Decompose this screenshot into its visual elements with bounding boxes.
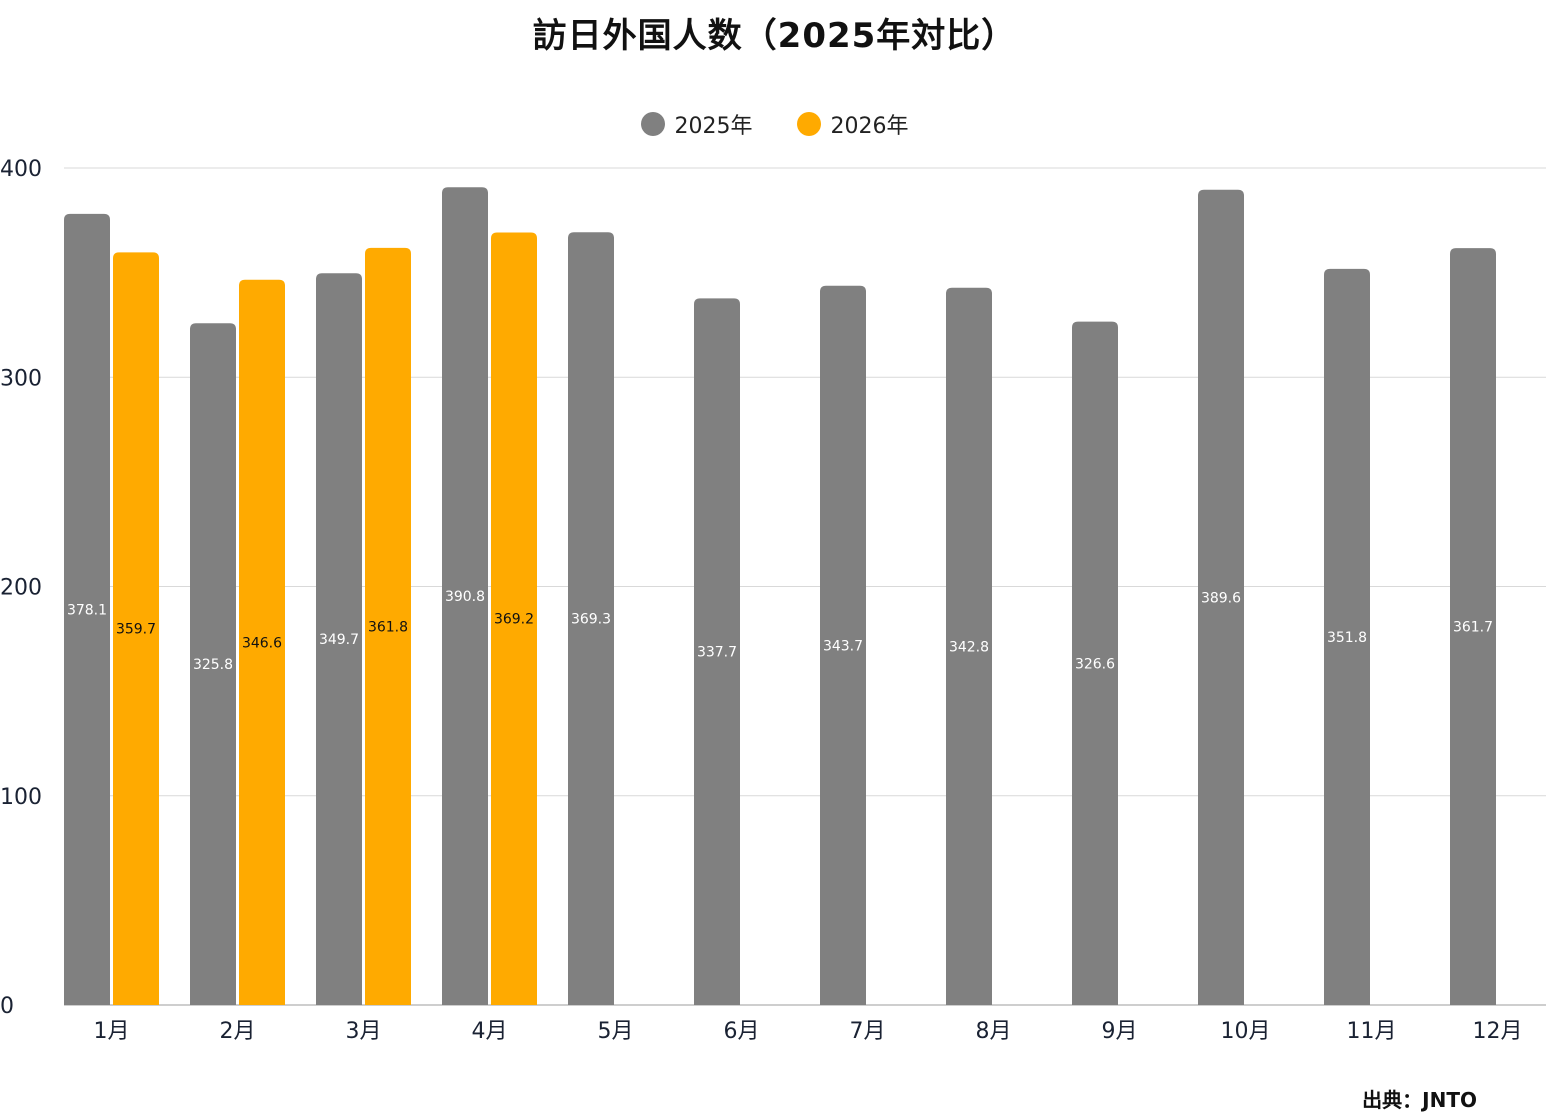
y-tick-label: 200 bbox=[0, 576, 42, 601]
data-label: 359.7 bbox=[116, 622, 156, 638]
x-tick-label: 3月 bbox=[346, 1019, 382, 1044]
data-label: 369.3 bbox=[571, 612, 611, 628]
y-tick-label: 100 bbox=[0, 785, 42, 810]
bar bbox=[316, 273, 362, 1005]
bar bbox=[820, 285, 866, 1005]
x-tick-label: 4月 bbox=[472, 1019, 508, 1044]
data-label: 326.6 bbox=[1075, 656, 1115, 672]
x-tick-label: 8月 bbox=[976, 1019, 1012, 1044]
legend-item-2026: 2026年 bbox=[796, 108, 909, 140]
data-label: 369.2 bbox=[494, 612, 534, 628]
bar bbox=[568, 232, 614, 1005]
x-tick-label: 9月 bbox=[1102, 1019, 1138, 1044]
x-tick-label: 7月 bbox=[850, 1019, 886, 1044]
bar bbox=[64, 213, 110, 1005]
bar bbox=[1072, 321, 1118, 1006]
data-label: 390.8 bbox=[445, 589, 485, 605]
y-tick-label: 400 bbox=[0, 157, 42, 182]
bar bbox=[491, 232, 537, 1006]
bar bbox=[239, 279, 285, 1005]
bar bbox=[442, 187, 488, 1006]
bar bbox=[1324, 268, 1370, 1005]
source-note: 出典：JNTO bbox=[1362, 1088, 1477, 1112]
legend-swatch-2025 bbox=[640, 112, 665, 136]
bar bbox=[1450, 248, 1496, 1005]
data-label: 346.6 bbox=[242, 635, 282, 651]
data-label: 349.7 bbox=[319, 632, 359, 648]
x-tick-label: 2月 bbox=[220, 1019, 256, 1044]
x-tick-label: 11月 bbox=[1347, 1019, 1397, 1044]
data-label: 389.6 bbox=[1201, 590, 1241, 606]
data-label: 351.8 bbox=[1327, 630, 1367, 646]
x-tick-label: 1月 bbox=[94, 1019, 130, 1044]
legend-label-2025: 2025年 bbox=[674, 114, 753, 139]
data-label: 343.7 bbox=[823, 638, 863, 654]
legend: 2025年 2026年 bbox=[0, 108, 1549, 140]
bar bbox=[694, 298, 740, 1005]
data-label: 325.8 bbox=[193, 657, 233, 673]
data-label: 342.8 bbox=[949, 639, 989, 655]
bar bbox=[190, 323, 236, 1005]
data-label: 337.7 bbox=[697, 645, 737, 661]
data-label: 361.7 bbox=[1453, 620, 1493, 636]
bar bbox=[946, 287, 992, 1005]
legend-swatch-2026 bbox=[796, 112, 821, 136]
chart-title: 訪日外国人数（2025年対比） bbox=[532, 16, 1017, 56]
x-tick-label: 10月 bbox=[1221, 1019, 1271, 1044]
bar bbox=[113, 252, 159, 1005]
y-tick-label: 300 bbox=[0, 366, 42, 391]
bar bbox=[1198, 189, 1244, 1006]
legend-item-2025: 2025年 bbox=[640, 108, 753, 140]
bar bbox=[365, 247, 411, 1006]
data-label: 361.8 bbox=[368, 619, 408, 635]
x-tick-label: 6月 bbox=[724, 1019, 760, 1044]
x-tick-label: 12月 bbox=[1473, 1019, 1523, 1044]
data-label: 378.1 bbox=[67, 602, 107, 618]
x-tick-label: 5月 bbox=[598, 1019, 634, 1044]
legend-label-2026: 2026年 bbox=[830, 114, 909, 139]
y-tick-label: 0 bbox=[0, 994, 14, 1019]
